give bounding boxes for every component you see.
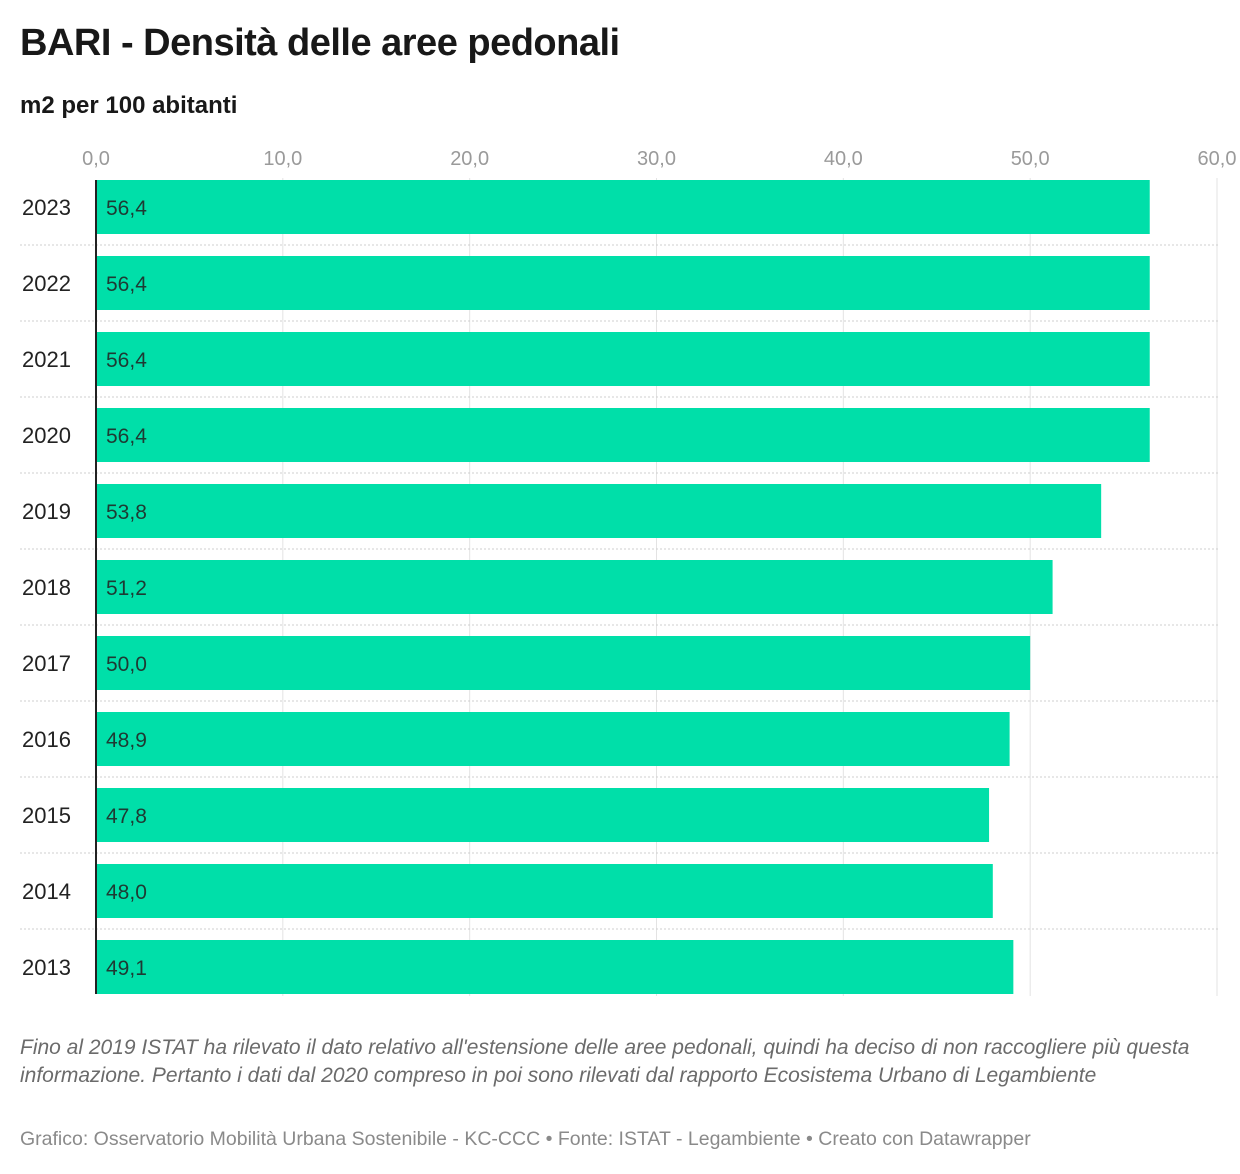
bar [96, 712, 1010, 766]
x-tick-label: 30,0 [637, 148, 676, 170]
category-label: 2019 [22, 499, 71, 524]
category-label: 2013 [22, 955, 71, 980]
bar [96, 788, 990, 842]
x-tick-label: 50,0 [1011, 148, 1050, 170]
bar [96, 940, 1014, 994]
data-label: 51,2 [106, 577, 147, 600]
bar [96, 636, 1031, 690]
bar [96, 484, 1102, 538]
data-label: 50,0 [106, 653, 147, 676]
bar [96, 864, 993, 918]
data-label: 56,4 [106, 273, 147, 296]
data-label: 56,4 [106, 425, 147, 448]
category-label: 2016 [22, 727, 71, 752]
bar [96, 332, 1150, 386]
bar [96, 180, 1150, 234]
chart-notes: Fino al 2019 ISTAT ha rilevato il dato r… [20, 1036, 1190, 1087]
x-tick-label: 20,0 [450, 148, 489, 170]
x-tick-label: 10,0 [263, 148, 302, 170]
bar-chart: 0,0 10,0 20,0 30,0 40,0 50,0 60,0 2023 56,4 2022 5… [20, 148, 1237, 996]
category-label: 2020 [22, 423, 71, 448]
category-label: 2017 [22, 651, 71, 676]
data-label: 48,9 [106, 729, 147, 752]
data-label: 53,8 [106, 501, 147, 524]
data-label: 56,4 [106, 349, 147, 372]
chart-subtitle: m2 per 100 abitanti [20, 92, 238, 119]
x-tick-label: 0,0 [82, 148, 110, 170]
bar [96, 256, 1150, 310]
chart-credits: Grafico: Osservatorio Mobilità Urbana So… [20, 1128, 1031, 1150]
category-label: 2023 [22, 195, 71, 220]
x-tick-label: 40,0 [824, 148, 863, 170]
category-label: 2018 [22, 575, 71, 600]
category-label: 2014 [22, 879, 71, 904]
category-label: 2021 [22, 347, 71, 372]
data-label: 56,4 [106, 197, 147, 220]
data-label: 48,0 [106, 881, 147, 904]
data-label: 49,1 [106, 957, 147, 980]
bar [96, 560, 1053, 614]
category-label: 2022 [22, 271, 71, 296]
chart-title: BARI - Densità delle aree pedonali [20, 22, 620, 64]
data-label: 47,8 [106, 805, 147, 828]
x-tick-label: 60,0 [1198, 148, 1237, 170]
category-label: 2015 [22, 803, 71, 828]
bar [96, 408, 1150, 462]
